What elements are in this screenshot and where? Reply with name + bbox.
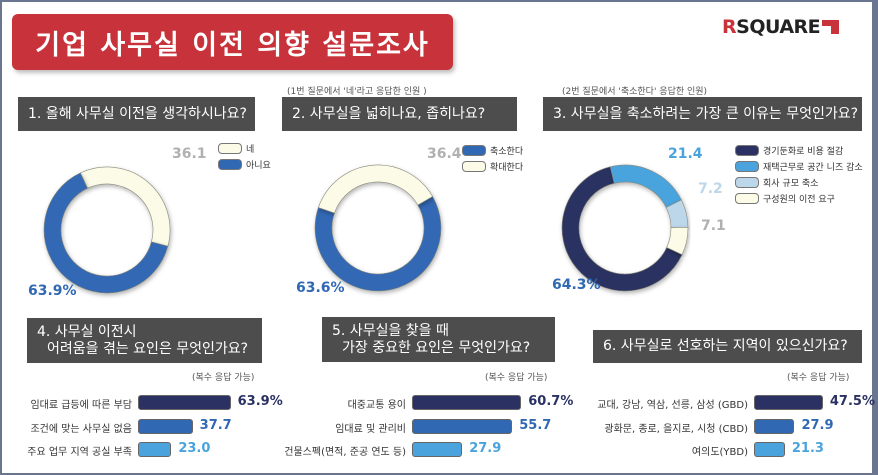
legend-swatch [462, 160, 486, 172]
legend-swatch [462, 144, 486, 156]
question-1: 1. 올해 사무실 이전을 생각하시나요? [18, 97, 255, 131]
bar-value-label: 21.3 [791, 441, 824, 456]
question-5: 5. 사무실을 찾을 때 가장 중요한 요인은 무엇인가요? [322, 317, 555, 362]
bar [754, 395, 823, 410]
bar-label: 임대료 급등에 따른 부담 [30, 399, 132, 411]
donut-slice [609, 164, 682, 208]
logo-mark-icon [822, 20, 840, 34]
donut-slice [318, 164, 433, 214]
donut-slice [314, 196, 442, 292]
legend-item: 확대한다 [462, 158, 523, 174]
bar-label: 교대, 강남, 역삼, 선릉, 삼성 (GBD) [597, 399, 748, 411]
bar [412, 419, 513, 434]
q3-note: (2번 질문에서 '축소한다' 응답한 인원) [562, 87, 708, 97]
value-label: 21.4 [668, 146, 703, 162]
bar [412, 395, 522, 410]
bar [138, 419, 193, 434]
value-label: 36.1 [172, 146, 207, 162]
bar [138, 442, 172, 457]
bar-value-label: 47.5% [829, 394, 875, 409]
bar-label: 건물스펙(면적, 준공 연도 등) [284, 446, 406, 458]
bar [412, 442, 463, 457]
value-label: 36.4 [427, 146, 462, 162]
bar-label: 광화문, 종로, 을지로, 시청 (CBD) [604, 423, 748, 435]
bar-label: 조건에 맞는 사무실 없음 [30, 423, 132, 435]
legend-item: 회사 규모 축소 [735, 174, 863, 190]
bar-value-label: 27.9 [801, 418, 834, 433]
legend-item: 재택근무로 공간 니즈 감소 [735, 158, 863, 174]
legend-q1: 네 아니요 [218, 140, 271, 172]
q2-note: (1번 질문에서 '네'라고 응답한 인원 ) [287, 87, 427, 97]
legend-swatch [218, 142, 242, 154]
bar-value-label: 23.0 [178, 441, 211, 456]
bar-label: 대중교통 용이 [347, 399, 406, 411]
bar [754, 419, 795, 434]
bar [754, 442, 785, 457]
donut-slice [43, 172, 169, 294]
question-6: 6. 사무실로 선호하는 지역이 있으신가요? [593, 330, 862, 363]
donut-slice [561, 166, 683, 292]
bar-value-label: 55.7 [519, 418, 552, 433]
legend-swatch [735, 192, 759, 204]
legend-item: 아니요 [218, 156, 271, 172]
legend-swatch [735, 160, 759, 172]
value-label: 7.2 [698, 181, 723, 197]
value-label: 64.3% [552, 277, 601, 293]
bar-value-label: 37.7 [199, 418, 232, 433]
legend-swatch [735, 176, 759, 188]
legend-swatch [218, 158, 242, 170]
rsquare-logo: R SQUARE [722, 16, 840, 38]
legend-q3: 경기둔화로 비용 절감 재택근무로 공간 니즈 감소 회사 규모 축소 구성원의… [735, 142, 863, 206]
question-4: 4. 사무실 이전시 어려움을 겪는 요인은 무엇인가요? [27, 318, 262, 363]
question-3: 3. 사무실을 축소하려는 가장 큰 이유는 무엇인가요? [543, 97, 862, 131]
donut-slice [79, 166, 171, 247]
donut-chart-q3 [561, 164, 689, 292]
question-2: 2. 사무실을 넓히나요, 좁히나요? [282, 97, 517, 131]
bar-label: 주요 업무 지역 공실 부족 [27, 446, 132, 458]
bar-value-label: 60.7% [528, 394, 574, 409]
legend-item: 네 [218, 140, 271, 156]
bar [138, 395, 231, 410]
bar-label: 여의도(YBD) [691, 446, 748, 458]
value-label: 63.9% [28, 283, 77, 299]
legend-item: 축소한다 [462, 142, 523, 158]
legend-item: 경기둔화로 비용 절감 [735, 142, 863, 158]
q5-note: (복수 응답 가능) [485, 373, 548, 383]
value-label: 63.6% [296, 280, 345, 296]
bar-value-label: 63.9% [237, 394, 283, 409]
bar-value-label: 27.9 [469, 441, 502, 456]
donut-slice [666, 227, 689, 256]
donut-chart-q2 [314, 164, 442, 292]
q4-note: (복수 응답 가능) [192, 373, 255, 383]
legend-q2: 축소한다 확대한다 [462, 142, 523, 174]
donut-chart-q1 [43, 166, 171, 294]
page-title: 기업 사무실 이전 의향 설문조사 [12, 14, 453, 70]
legend-swatch [735, 144, 759, 156]
legend-item: 구성원의 이전 요구 [735, 190, 863, 206]
value-label: 7.1 [701, 218, 726, 234]
bar-label: 임대료 및 관리비 [335, 423, 406, 435]
q6-note: (복수 응답 가능) [787, 373, 850, 383]
